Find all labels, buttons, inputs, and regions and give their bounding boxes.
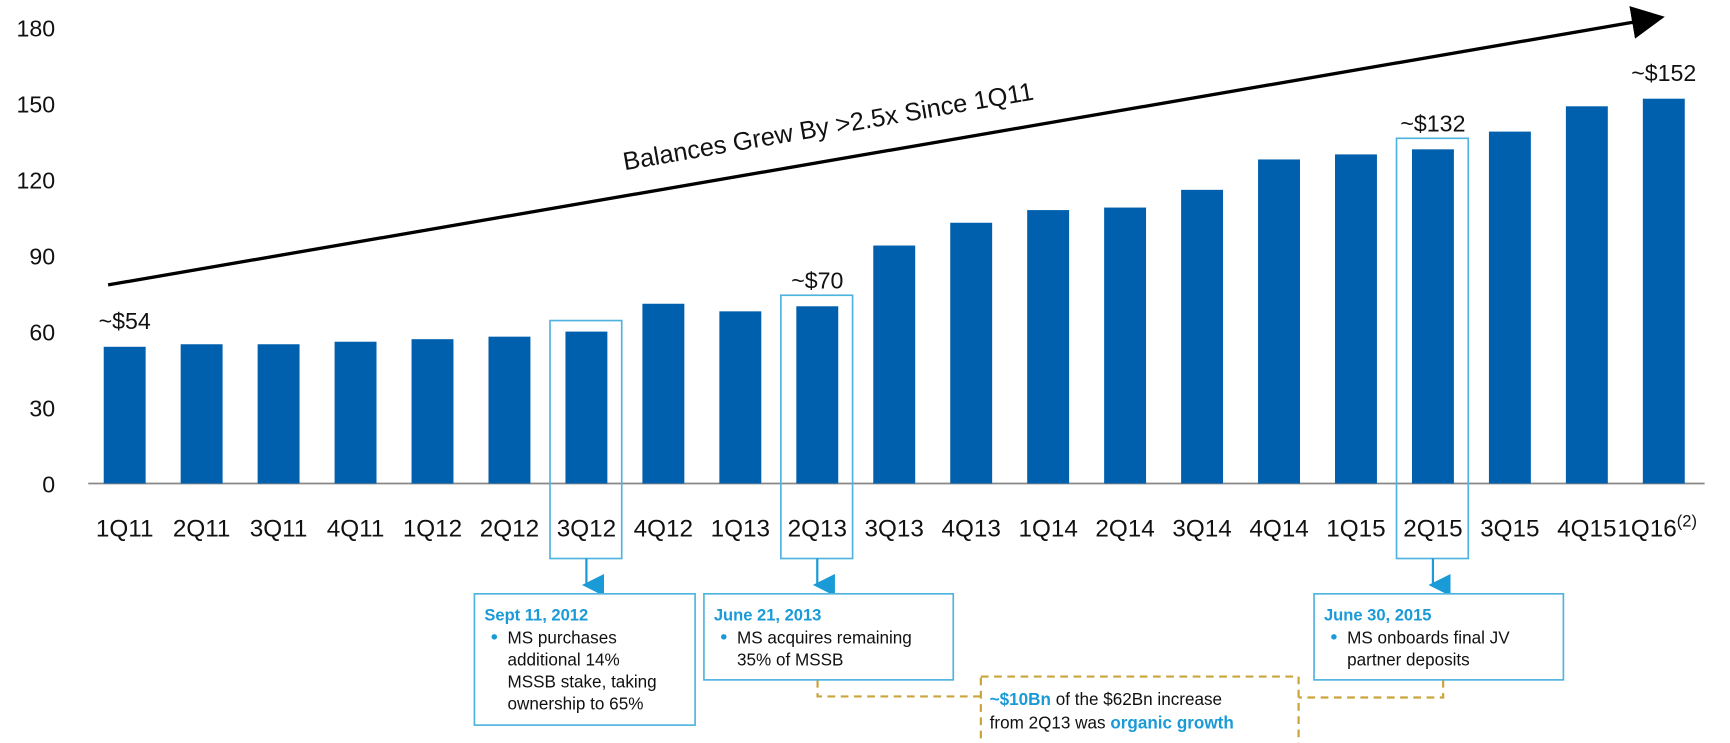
x-tick-label: 4Q14 xyxy=(1249,515,1308,542)
x-tick-label-main: 1Q16 xyxy=(1617,515,1676,542)
x-tick-label: 1Q15 xyxy=(1326,515,1385,542)
note-connectors xyxy=(816,675,1445,743)
x-tick-label: 4Q12 xyxy=(634,515,693,542)
x-tick-label: 4Q11 xyxy=(327,515,385,542)
x-tick-label: 2Q14 xyxy=(1095,515,1154,542)
bar xyxy=(873,245,916,484)
x-tick-label: 1Q16(2) xyxy=(1617,512,1697,543)
callout-text: MS acquires remaining xyxy=(737,628,912,647)
trend-arrow xyxy=(107,6,1665,287)
bar xyxy=(950,222,993,484)
bar xyxy=(1565,106,1608,484)
value-label: ~$70 xyxy=(791,268,843,294)
x-tick-label: 3Q11 xyxy=(250,515,308,542)
x-tick-label: 3Q12 xyxy=(557,515,616,542)
callout-text: 35% of MSSB xyxy=(737,651,843,670)
bar xyxy=(796,306,839,484)
bullet xyxy=(1331,634,1337,640)
bullet xyxy=(721,634,727,640)
callout-text: additional 14% xyxy=(508,651,620,670)
callout-text: MSSB stake, taking xyxy=(508,673,657,692)
bar xyxy=(180,344,223,484)
note-part: ~$10Bn xyxy=(990,690,1051,709)
bar xyxy=(1181,189,1224,484)
x-tick-label: 2Q12 xyxy=(480,515,539,542)
note-line: ~$10Bn of the $62Bn increase xyxy=(990,690,1222,709)
x-tick-label: 3Q14 xyxy=(1172,515,1231,542)
x-tick-label: 3Q15 xyxy=(1480,515,1539,542)
bar xyxy=(1258,159,1300,484)
note-part: from 2Q13 was xyxy=(990,713,1111,732)
bar xyxy=(1027,210,1070,484)
y-tick-label: 150 xyxy=(17,92,56,118)
value-label: ~$54 xyxy=(99,308,151,334)
y-tick-label: 0 xyxy=(42,471,55,497)
y-tick-label: 90 xyxy=(29,243,55,269)
callout-box xyxy=(1313,592,1565,681)
x-tick-label: 1Q14 xyxy=(1018,515,1077,542)
bar xyxy=(257,344,300,484)
y-tick-label: 120 xyxy=(17,168,56,194)
bar xyxy=(411,339,454,484)
x-tick-label: 4Q13 xyxy=(942,515,1001,542)
callout-box xyxy=(473,592,696,726)
x-tick-label: 2Q11 xyxy=(173,515,231,542)
callout-text: partner deposits xyxy=(1347,651,1470,670)
x-tick-label: 1Q13 xyxy=(711,515,770,542)
callout-title: Sept 11, 2012 xyxy=(484,605,588,624)
y-tick-label: 60 xyxy=(29,319,55,345)
note-part: organic growth xyxy=(1110,713,1233,732)
bar xyxy=(334,341,377,484)
x-tick-label: 2Q15 xyxy=(1403,515,1462,542)
note-part: of the $62Bn increase xyxy=(1051,690,1222,709)
bar xyxy=(1335,154,1377,484)
bar xyxy=(488,336,531,484)
callout-text: ownership to 65% xyxy=(508,695,644,714)
callout-text: MS purchases xyxy=(508,628,617,647)
callout-text: MS onboards final JV xyxy=(1347,628,1510,647)
bar xyxy=(642,303,685,484)
value-label: ~$152 xyxy=(1631,60,1696,86)
x-tick-label: 1Q11 xyxy=(96,515,154,542)
bar xyxy=(1104,207,1147,484)
x-tick-label: 4Q15 xyxy=(1557,515,1616,542)
value-label: ~$132 xyxy=(1400,111,1465,137)
bullet xyxy=(491,634,498,640)
y-tick-label: 30 xyxy=(29,395,55,421)
x-tick-label: 3Q13 xyxy=(865,515,924,542)
x-tick-label: 1Q12 xyxy=(403,515,462,542)
bar xyxy=(1488,131,1531,484)
x-tick-label: 2Q13 xyxy=(788,515,847,542)
y-tick-label: 180 xyxy=(17,16,56,42)
note-line: from 2Q13 was organic growth xyxy=(990,713,1234,732)
bar xyxy=(1642,98,1685,484)
bar xyxy=(1411,149,1454,484)
callout-box xyxy=(703,592,955,681)
x-tick-label-superscript: (2) xyxy=(1677,512,1697,531)
callout-title: June 30, 2015 xyxy=(1324,605,1432,624)
callout-title: June 21, 2013 xyxy=(714,605,822,624)
bar xyxy=(103,346,146,484)
bar xyxy=(719,311,762,484)
bar xyxy=(565,331,608,484)
